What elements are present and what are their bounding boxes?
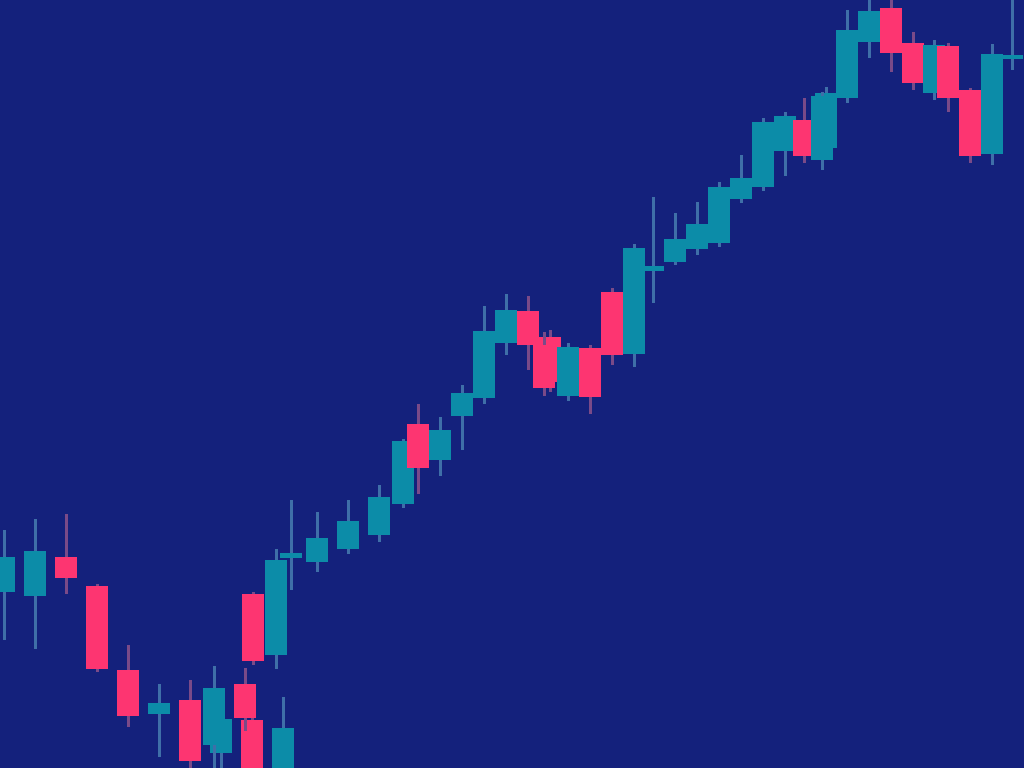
candle-body-down <box>880 8 902 53</box>
candle-body-up <box>495 310 517 343</box>
candle-body-up <box>730 178 752 199</box>
candle-body-up <box>272 728 294 768</box>
candle-body-down <box>533 345 555 388</box>
candle-body-up <box>0 557 15 592</box>
candle-wick <box>289 500 293 590</box>
candle-body-up <box>858 11 880 42</box>
candle-body-up <box>24 551 46 596</box>
candle-body-up <box>148 703 170 714</box>
candle-body-down <box>179 700 201 761</box>
candle-body-up <box>429 430 451 460</box>
candle-wick <box>157 684 161 757</box>
candle-wick <box>651 197 655 303</box>
candle-body-up <box>811 96 833 160</box>
candle-body-up <box>265 560 287 655</box>
candle-body-down <box>601 292 623 355</box>
candle-body-down <box>793 120 815 156</box>
candle-body-down <box>517 311 539 345</box>
candle-body-up <box>774 116 796 151</box>
candle-body-up <box>337 521 359 549</box>
candle-body-up <box>981 54 1003 154</box>
candle-body-down <box>579 348 601 397</box>
candle-body-up <box>623 248 645 354</box>
candle-body-down <box>937 46 959 98</box>
candle-body-down <box>117 670 139 716</box>
candle-body-up <box>280 553 302 558</box>
candle-body-up <box>368 497 390 535</box>
candle-body-up <box>557 347 579 396</box>
candle-wick <box>64 514 68 594</box>
candle-wick <box>460 385 464 450</box>
candle-body-down <box>407 424 429 468</box>
candle-body-up <box>203 688 225 745</box>
candle-body-down <box>242 594 264 661</box>
candle-body-down <box>55 557 77 578</box>
candle-wick <box>1010 0 1014 70</box>
candle-body-down <box>902 43 924 83</box>
candle-body-up <box>752 122 774 187</box>
candle-body-up <box>708 187 730 243</box>
candle-body-up <box>1001 55 1023 59</box>
candle-body-up <box>451 393 473 416</box>
candle-body-up <box>664 239 686 262</box>
candle-body-down <box>86 586 108 669</box>
candle-body-up <box>836 30 858 98</box>
candle-body-up <box>686 224 708 249</box>
candle-body-down <box>234 684 256 718</box>
candle-body-down <box>241 720 263 768</box>
candle-body-up <box>473 331 495 398</box>
candle-body-down <box>959 90 981 156</box>
candle-body-up <box>642 266 664 271</box>
candle-body-up <box>306 538 328 562</box>
